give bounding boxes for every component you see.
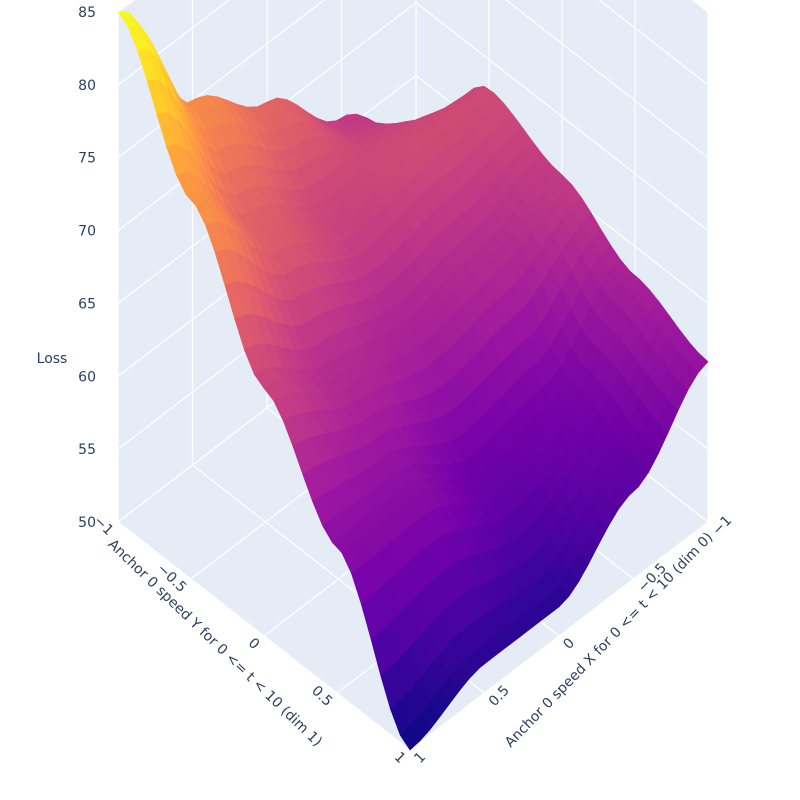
y-tick-label: 0 xyxy=(245,635,263,653)
x-tick-label: −1 xyxy=(709,513,735,539)
floor-gridline-x xyxy=(117,521,411,751)
x-tick-label: 1 xyxy=(411,749,429,767)
x-tick-label: 0 xyxy=(560,635,578,653)
floor-gridline-y xyxy=(409,521,709,751)
z-tick-label: 60 xyxy=(78,369,96,385)
loss-surface xyxy=(117,11,709,751)
surface-patch xyxy=(399,725,421,751)
z-tick-label: 80 xyxy=(78,78,96,94)
z-tick-label: 65 xyxy=(78,296,96,312)
z-gridline xyxy=(117,0,709,159)
z-tick-label: 70 xyxy=(78,224,96,240)
y-tick-label: 1 xyxy=(391,749,409,767)
z-tick-label: 85 xyxy=(78,5,96,21)
z-tick-label: 50 xyxy=(78,515,96,531)
z-axis-title: Loss xyxy=(37,351,68,367)
z-tick-label: 75 xyxy=(78,151,96,167)
z-tick-label: 55 xyxy=(78,442,96,458)
z-gridline xyxy=(117,0,709,86)
